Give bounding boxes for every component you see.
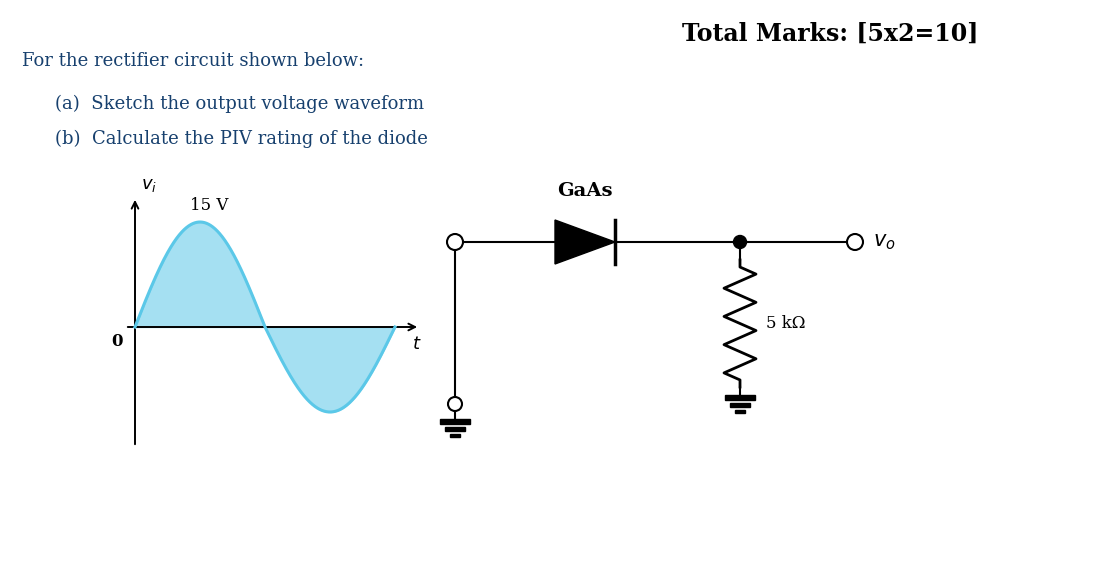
Text: $v_o$: $v_o$ xyxy=(873,232,896,252)
Bar xyxy=(445,427,464,430)
Text: (b)  Calculate the PIV rating of the diode: (b) Calculate the PIV rating of the diod… xyxy=(55,130,428,148)
Circle shape xyxy=(847,234,863,250)
Circle shape xyxy=(448,397,462,411)
Text: 15 V: 15 V xyxy=(190,197,228,214)
Text: $v_i$: $v_i$ xyxy=(141,176,157,194)
Text: (a)  Sketch the output voltage waveform: (a) Sketch the output voltage waveform xyxy=(55,95,424,113)
Bar xyxy=(730,403,750,407)
Text: 0: 0 xyxy=(112,333,123,350)
Bar xyxy=(450,434,460,436)
Bar xyxy=(725,395,755,399)
Text: 5 kΩ: 5 kΩ xyxy=(766,315,806,332)
Polygon shape xyxy=(554,220,615,264)
Text: Total Marks: [5x2=10]: Total Marks: [5x2=10] xyxy=(682,22,978,46)
Bar xyxy=(735,410,746,413)
Circle shape xyxy=(447,234,463,250)
Text: GaAs: GaAs xyxy=(558,182,613,200)
Text: $t$: $t$ xyxy=(412,335,422,353)
Text: For the rectifier circuit shown below:: For the rectifier circuit shown below: xyxy=(22,52,365,70)
Circle shape xyxy=(733,235,747,249)
Bar xyxy=(440,419,470,424)
